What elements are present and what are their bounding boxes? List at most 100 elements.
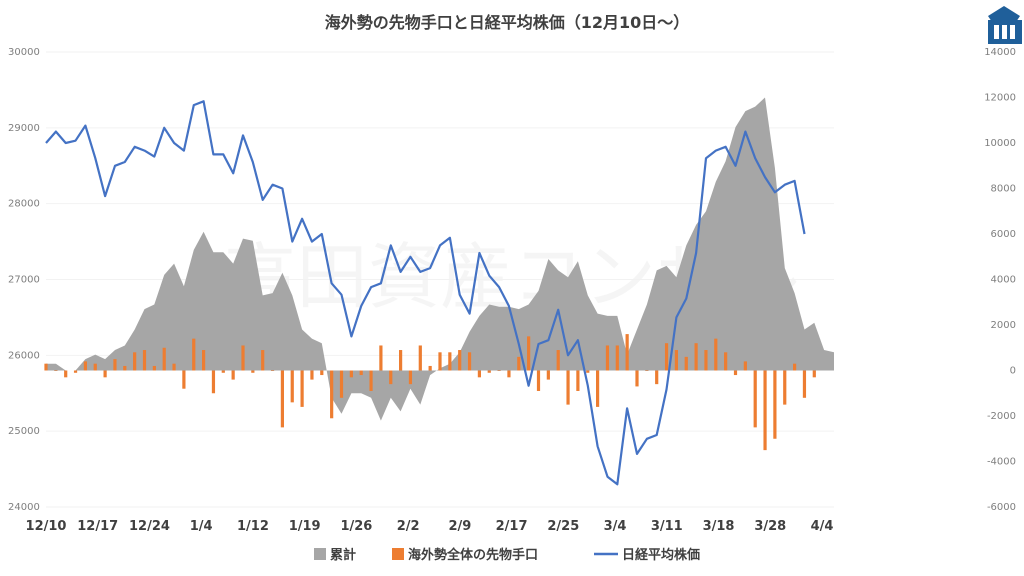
bar-51	[546, 370, 550, 380]
bar-series-futures	[44, 334, 816, 451]
bar-15	[192, 338, 196, 371]
y-right-tick-9: 12000	[984, 93, 1016, 104]
bar-40	[438, 352, 442, 371]
bar-73	[763, 370, 767, 451]
bar-54	[576, 370, 580, 391]
y-right-tick-4: 2000	[991, 320, 1016, 331]
y-left-tick-3: 27000	[8, 275, 40, 286]
bar-25	[290, 370, 294, 403]
x-tick-5: 1/19	[289, 519, 321, 534]
bar-33	[369, 370, 373, 391]
bar-44	[477, 370, 481, 378]
chart-title: 海外勢の先物手口と日経平均株価（12月10日～）	[325, 13, 690, 32]
bar-56	[596, 370, 600, 407]
y-right-tick-10: 14000	[984, 47, 1016, 58]
bar-18	[221, 370, 225, 373]
legend-label-line: 日経平均株価	[622, 547, 700, 563]
y-right-tick-2: -2000	[987, 411, 1016, 422]
bar-14	[182, 370, 186, 389]
bar-77	[802, 370, 807, 398]
x-tick-0: 12/10	[26, 519, 67, 534]
bar-22	[261, 350, 265, 371]
bar-5	[93, 363, 97, 371]
bar-29	[330, 370, 334, 419]
x-tick-13: 3/18	[703, 519, 735, 534]
bar-67	[704, 350, 708, 371]
bar-57	[605, 345, 610, 371]
y-axis-right: -6000 -4000 -2000 0 2000 4000 6000 8000 10000 120…	[984, 47, 1016, 513]
bar-72	[753, 370, 757, 428]
y-left-tick-5: 29000	[8, 123, 40, 134]
bar-28	[320, 370, 324, 376]
bar-3	[73, 370, 78, 373]
x-tick-14: 3/28	[754, 519, 786, 534]
x-axis: 12/10 12/17 12/24 1/4 1/12 1/19 1/26 2/2 2/9 2/17…	[26, 519, 834, 534]
bar-70	[733, 370, 738, 376]
bar-7	[113, 359, 117, 371]
bar-46	[497, 370, 501, 371]
bar-66	[694, 343, 698, 371]
bar-9	[133, 352, 137, 371]
bar-38	[418, 345, 422, 371]
bar-1	[54, 370, 58, 371]
area-series-cumulative	[46, 97, 834, 421]
bar-0	[44, 363, 48, 371]
x-tick-10: 2/25	[547, 519, 579, 534]
bar-23	[270, 370, 275, 371]
bar-63	[664, 343, 669, 371]
bar-49	[527, 336, 531, 371]
bar-12	[162, 347, 166, 371]
bar-64	[674, 350, 678, 371]
bar-24	[280, 370, 284, 428]
bar-62	[655, 370, 659, 385]
bar-39	[428, 365, 432, 371]
bar-4	[83, 361, 87, 371]
x-tick-11: 3/4	[604, 519, 627, 534]
legend-label-bar: 海外勢全体の先物手口	[408, 547, 538, 563]
bar-34	[379, 345, 383, 371]
bar-6	[103, 370, 107, 378]
x-tick-8: 2/9	[448, 519, 471, 534]
legend-label-area: 累計	[330, 547, 356, 563]
bar-78	[812, 370, 816, 378]
area-cumulative	[46, 97, 834, 421]
y-right-tick-1: -4000	[987, 457, 1016, 468]
logo-icon	[988, 6, 1022, 44]
bar-71	[743, 361, 747, 371]
bar-8	[123, 365, 127, 371]
bar-32	[359, 370, 363, 376]
x-tick-7: 2/2	[397, 519, 420, 534]
bar-43	[467, 352, 472, 371]
bar-26	[300, 370, 304, 407]
x-tick-6: 1/26	[340, 519, 372, 534]
bar-59	[625, 334, 629, 371]
x-tick-9: 2/17	[496, 519, 528, 534]
bar-10	[142, 350, 147, 371]
bar-74	[773, 370, 777, 439]
x-tick-15: 4/4	[811, 519, 834, 534]
bar-13	[172, 363, 176, 371]
bar-19	[231, 370, 235, 380]
y-left-tick-0: 24000	[8, 502, 40, 513]
bar-21	[251, 370, 255, 373]
bar-35	[389, 370, 393, 385]
bar-16	[202, 350, 206, 371]
line-series-nikkei	[45, 100, 806, 486]
bar-65	[684, 356, 688, 371]
legend: 累計 海外勢全体の先物手口 日経平均株価	[314, 547, 700, 563]
bar-50	[536, 370, 541, 391]
bar-42	[458, 350, 462, 371]
bar-30	[339, 370, 344, 398]
legend-swatch-bar	[392, 548, 404, 560]
y-axis-left: 24000 25000 26000 27000 28000 29000 30000	[8, 47, 40, 513]
bar-55	[586, 370, 590, 373]
bar-52	[556, 350, 560, 371]
bar-37	[408, 370, 413, 385]
bar-47	[507, 370, 511, 378]
y-left-tick-4: 28000	[8, 199, 40, 210]
y-right-tick-5: 4000	[991, 275, 1016, 286]
y-right-tick-7: 8000	[991, 184, 1016, 195]
y-left-tick-6: 30000	[8, 47, 40, 58]
bar-45	[487, 370, 491, 373]
x-tick-1: 12/17	[77, 519, 118, 534]
